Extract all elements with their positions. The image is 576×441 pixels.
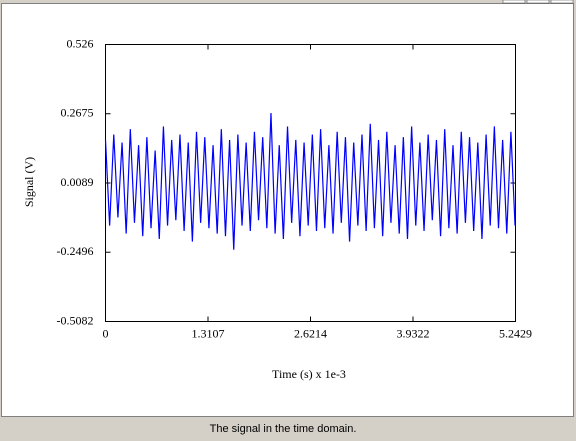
x-tick-label: 5.2429 (499, 326, 532, 340)
window-button[interactable] (550, 0, 574, 4)
plot-panel (1, 3, 574, 417)
window-button[interactable] (526, 0, 550, 4)
window-button[interactable] (502, 0, 526, 4)
y-tick-label: -0.2496 (57, 244, 94, 258)
x-tick-label: 0 (103, 326, 109, 340)
y-axis-label: Signal (V) (22, 157, 36, 207)
y-tick-label: 0.526 (67, 36, 94, 50)
x-tick-label: 3.9322 (397, 326, 430, 340)
x-tick-label: 1.3107 (191, 326, 224, 340)
y-tick-label: 0.2675 (61, 105, 94, 119)
caption: The signal in the time domain. (210, 423, 357, 435)
status-bar (0, 418, 576, 436)
x-axis-label: Time (s) x 1e-3 (272, 367, 346, 381)
y-tick-label: -0.5082 (57, 313, 94, 327)
signal-line (104, 113, 516, 250)
x-tick-label: 2.6214 (294, 326, 327, 340)
y-tick-label: 0.0089 (61, 175, 94, 189)
